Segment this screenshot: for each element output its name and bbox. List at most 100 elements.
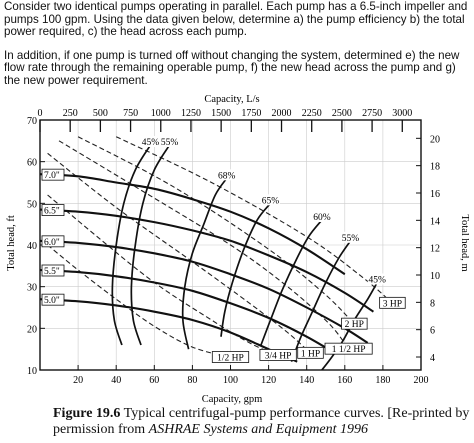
power-line	[47, 244, 231, 359]
power-label-box	[259, 349, 297, 361]
power-label-box	[297, 346, 324, 359]
figure-label: Figure 19.6	[53, 406, 121, 421]
efficiency-curve	[220, 202, 272, 337]
impeller-curve	[39, 298, 298, 363]
x-tick-label: 100	[223, 375, 238, 386]
x-tick-label: 120	[261, 375, 276, 386]
efficiency-curve	[290, 240, 352, 362]
impeller-curve	[39, 173, 346, 276]
top-axis-title: Capacity, L/s	[204, 94, 259, 105]
y2-tick-label: 14	[430, 216, 440, 227]
y2-tick-label: 4	[430, 353, 435, 364]
impeller-label-box	[41, 204, 65, 216]
pump-performance-chart: 20 40 60 80 100 120 140 160 180 20010203040506070…	[6, 94, 470, 405]
efficiency-label: 65%	[262, 196, 280, 206]
power-line	[115, 136, 393, 304]
impeller-label: 6.5"	[44, 207, 60, 217]
impeller-label-box	[41, 293, 65, 306]
x-tick-label: 200	[414, 375, 429, 386]
caption-source: ASHRAE Systems and Equipment 1996	[148, 422, 368, 437]
efficiency-curve	[260, 219, 323, 346]
efficiency-label: 68%	[218, 171, 236, 181]
x2-tick-label: 2500	[332, 108, 352, 119]
y-tick-label: 50	[27, 199, 37, 210]
efficiency-label-bg	[341, 231, 360, 243]
x2-tick-label: 3000	[392, 108, 412, 119]
right-axis-title: Total head, m	[459, 214, 470, 271]
y2-tick-label: 6	[430, 326, 435, 337]
chart-curves	[39, 136, 393, 371]
impeller-label: 5.5"	[44, 267, 60, 277]
x2-tick-label: 2250	[302, 108, 322, 119]
problem-paragraph-2: In addition, if one pump is turned off w…	[4, 48, 460, 87]
x2-tick-label: 1500	[211, 108, 231, 119]
efficiency-label-bg	[160, 136, 179, 147]
impeller-curve	[39, 239, 369, 344]
x2-tick-label: 1000	[151, 108, 171, 119]
y2-tick-label: 8	[430, 298, 435, 309]
x-tick-label: 180	[375, 375, 390, 386]
x2-tick-label: 1750	[241, 108, 261, 119]
x2-tick-label: 250	[63, 108, 78, 119]
efficiency-curve	[130, 144, 171, 346]
x2-tick-label: 2750	[362, 108, 382, 119]
y2-tick-label: 18	[430, 162, 440, 173]
figure-caption: Figure 19.6 Typical centrifugal-pump per…	[53, 406, 473, 438]
power-label-box	[341, 317, 368, 330]
bottom-axis-title: Capacity, gpm	[202, 394, 263, 405]
power-label: 1 HP	[301, 349, 320, 359]
y2-tick-label: 20	[430, 134, 440, 145]
impeller-label-box	[41, 168, 65, 181]
impeller-label-box	[41, 235, 65, 248]
power-label-box	[211, 351, 250, 363]
chart-ticks: 20 40 60 80 100 120 140 160 180 20010203040506070…	[27, 108, 440, 386]
power-line	[47, 152, 311, 354]
power-label: 3 HP	[383, 299, 402, 309]
impeller-curve	[39, 268, 336, 355]
caption-text: Typical centrifugal-pump performance cur…	[53, 406, 470, 437]
efficiency-label-bg	[261, 194, 280, 206]
efficiency-curve	[181, 177, 228, 350]
impeller-label: 7.0"	[44, 171, 60, 181]
efficiency-label: 55%	[342, 234, 360, 244]
y-tick-label: 10	[27, 366, 37, 377]
power-label: 3/4 HP	[265, 351, 292, 361]
problem-paragraph-1: Consider two identical pumps operating i…	[4, 0, 468, 39]
x2-tick-label: 500	[93, 108, 108, 119]
power-label: 1 1/2 HP	[332, 345, 366, 355]
y-tick-label: 30	[27, 283, 37, 294]
x-tick-label: 140	[299, 375, 314, 386]
power-line	[47, 194, 279, 356]
x-tick-label: 40	[111, 375, 121, 386]
efficiency-label: 45%	[368, 276, 386, 286]
power-label: 2 HP	[345, 320, 364, 330]
x-tick-label: 160	[337, 375, 352, 386]
x2-tick-label: 1250	[181, 108, 201, 119]
y2-tick-label: 16	[430, 189, 440, 200]
impeller-label: 6.0"	[44, 238, 60, 248]
x2-tick-label: 0	[38, 108, 43, 119]
efficiency-curve	[111, 144, 152, 346]
x-tick-label: 60	[149, 375, 159, 386]
power-label: 1/2 HP	[217, 354, 244, 364]
x-tick-label: 20	[73, 375, 83, 386]
impeller-label-box	[41, 264, 65, 277]
power-line	[58, 140, 350, 350]
impeller-label: 5.0"	[44, 296, 60, 306]
problem-statement: Consider two identical pumps operating i…	[4, 0, 472, 88]
efficiency-label: 55%	[161, 138, 179, 148]
y2-tick-label: 12	[430, 244, 440, 255]
x-tick-label: 80	[187, 375, 197, 386]
y2-tick-label: 10	[430, 271, 440, 282]
y-tick-label: 70	[27, 116, 37, 127]
efficiency-label-bg	[217, 169, 237, 181]
left-axis-title: Total head, ft	[6, 215, 17, 271]
y-tick-label: 40	[27, 241, 37, 252]
efficiency-label: 45%	[142, 138, 160, 148]
x2-tick-label: 750	[123, 108, 138, 119]
power-label-box	[379, 296, 406, 309]
efficiency-label: 60%	[313, 213, 331, 223]
power-label-box	[324, 342, 373, 355]
impeller-curve	[39, 208, 374, 313]
